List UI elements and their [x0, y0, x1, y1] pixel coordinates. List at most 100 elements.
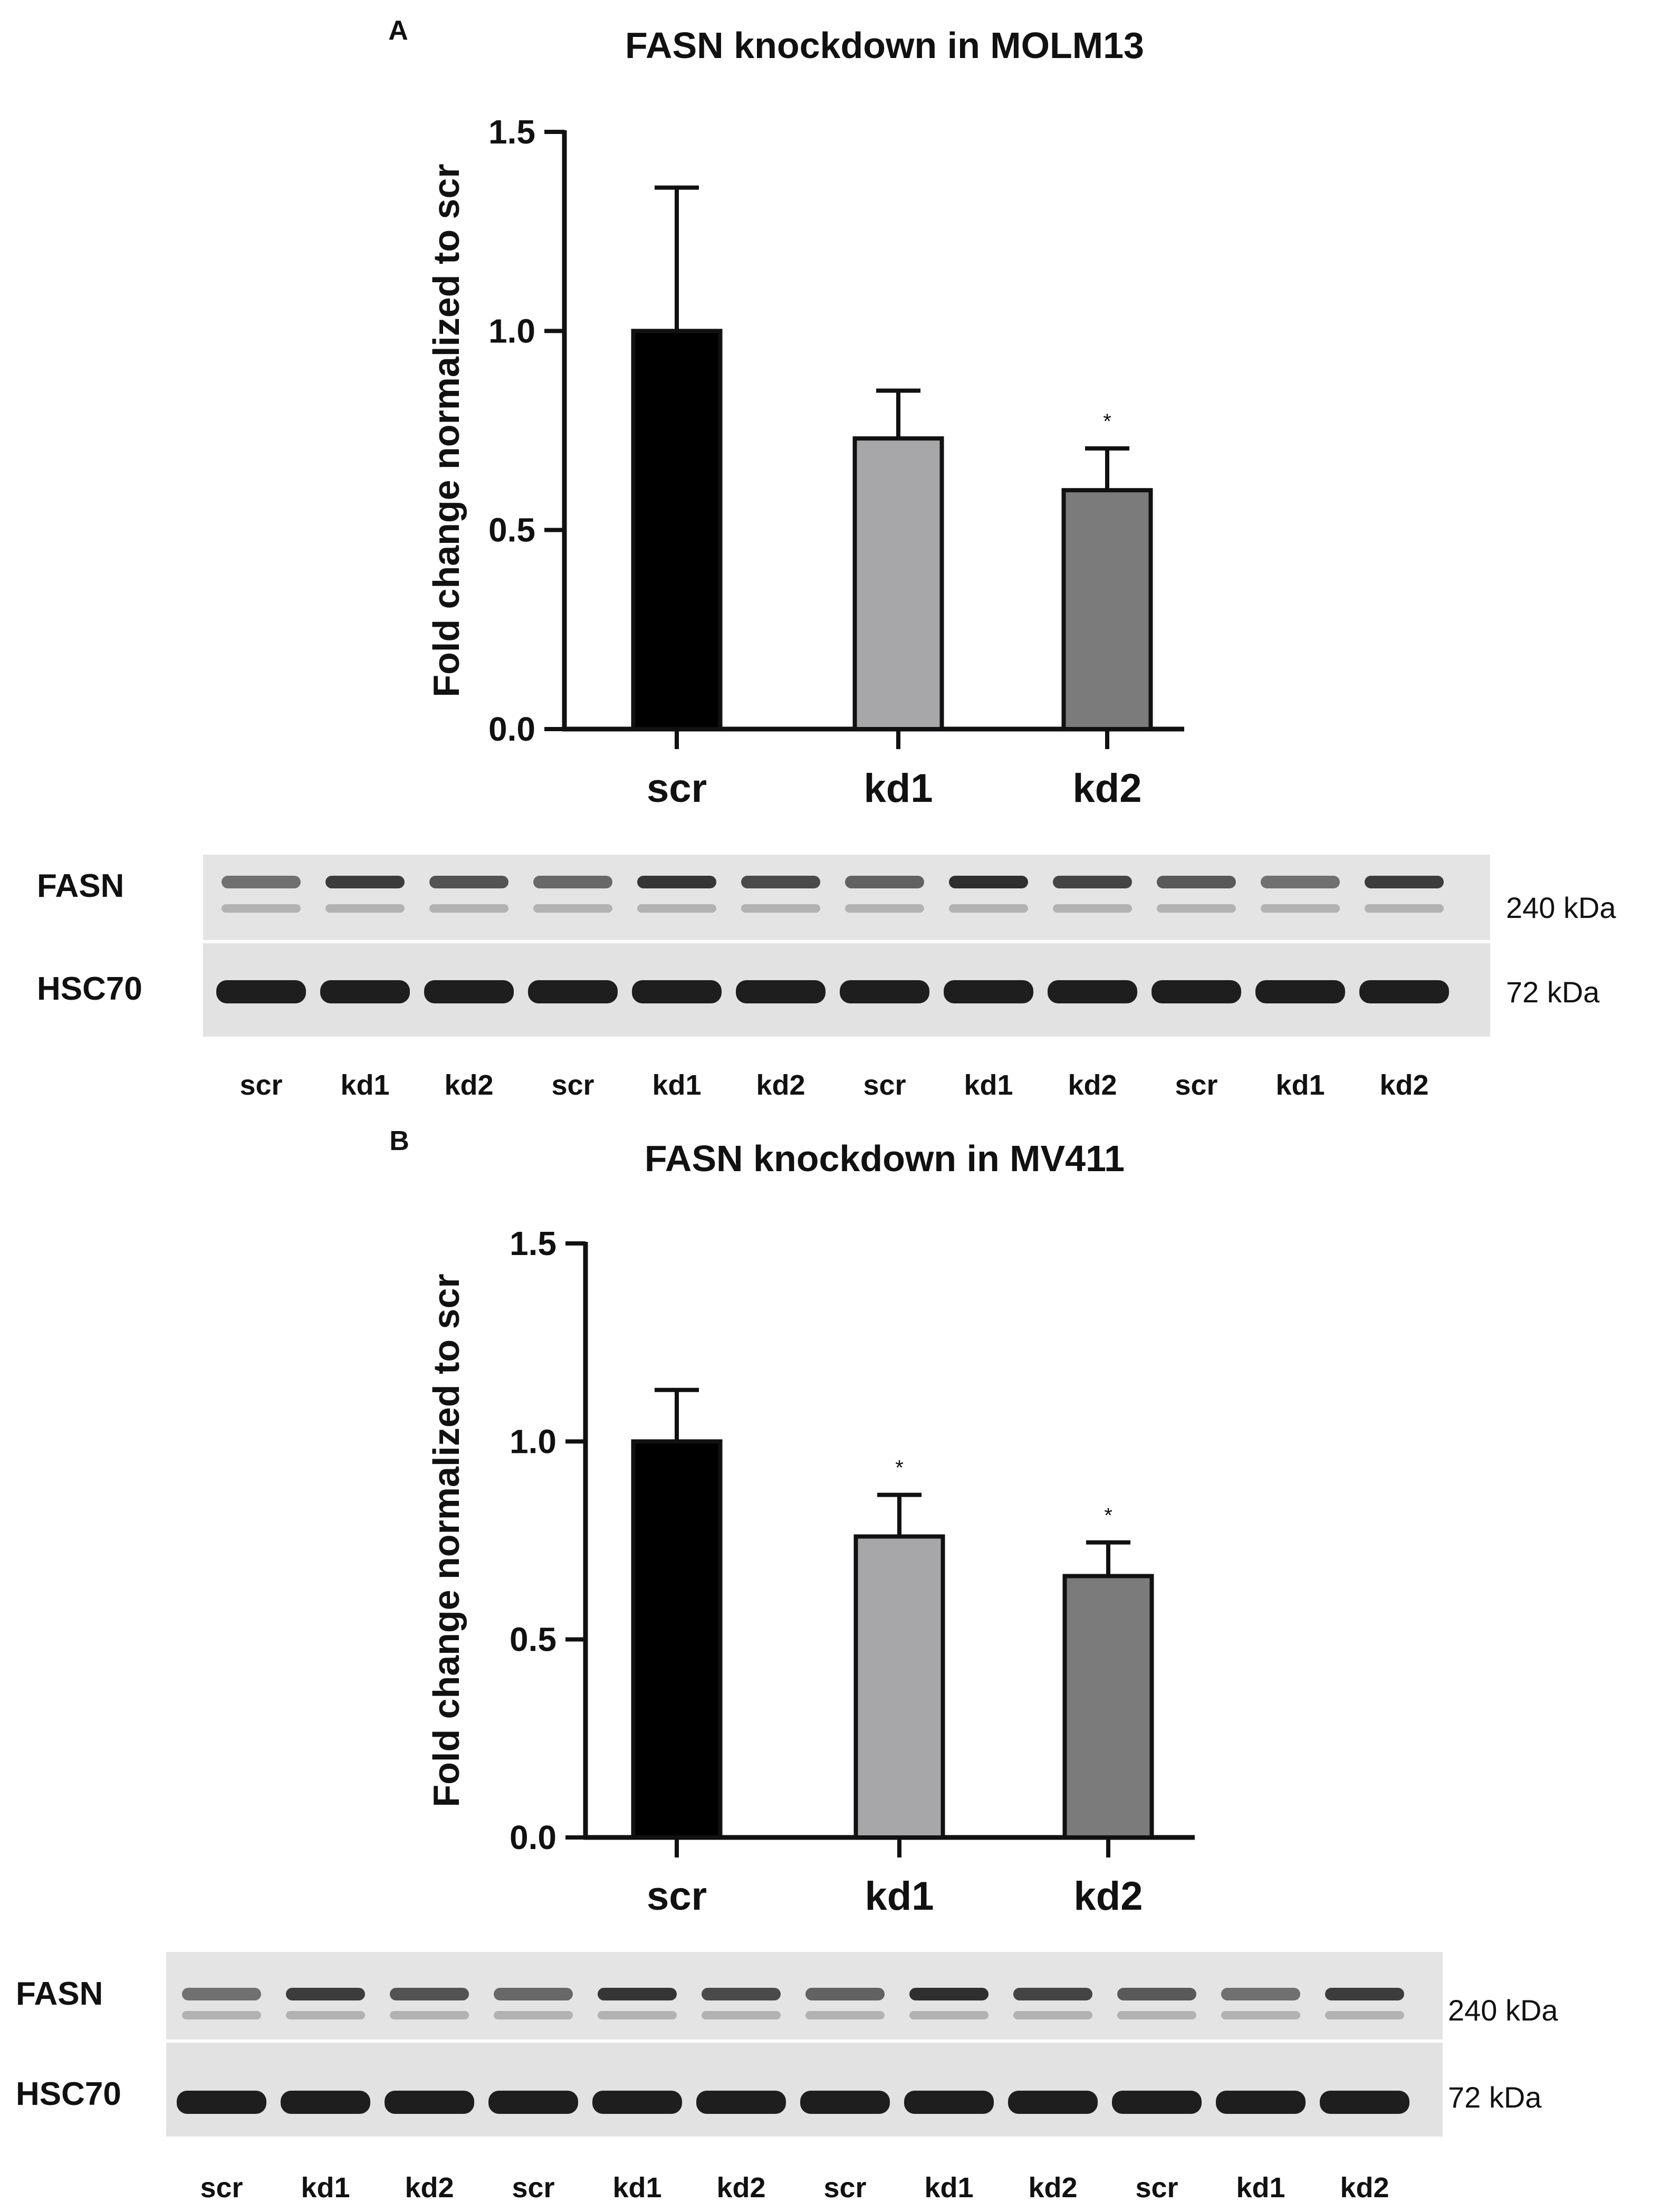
mw-label: 240 kDa: [1506, 891, 1616, 924]
fasn-band: [429, 876, 508, 888]
lane-label: kd2: [756, 1069, 805, 1101]
fasn-band: [1325, 1988, 1404, 2000]
lane-label: kd1: [612, 2172, 661, 2204]
lane-label: scr: [239, 1069, 282, 1101]
chart-title: FASN knockdown in MV411: [645, 1138, 1125, 1179]
hsc70-band: [1048, 980, 1137, 1003]
fasn-band-faint: [1365, 904, 1444, 913]
fasn-band-faint: [949, 904, 1028, 913]
hsc70-band: [177, 2091, 266, 2114]
blot-membrane-fasn: [203, 855, 1490, 940]
x-tick-label: kd2: [1074, 1874, 1143, 1919]
fasn-band-faint: [1221, 2011, 1300, 2019]
hsc70-band: [1112, 2091, 1202, 2114]
protein-label: HSC70: [37, 971, 142, 1007]
fasn-band-faint: [1325, 2011, 1404, 2019]
lane-label: kd1: [340, 1069, 389, 1101]
significance-mark: *: [1104, 1504, 1112, 1527]
fasn-band-faint: [598, 2011, 677, 2019]
hsc70-band: [424, 980, 514, 1003]
fasn-band-faint: [637, 904, 716, 913]
fasn-band: [390, 1988, 469, 2000]
x-tick-label: scr: [647, 1874, 707, 1919]
lane-label: kd1: [1236, 2172, 1285, 2204]
x-tick-label: kd1: [865, 1874, 934, 1919]
fasn-band-faint: [1053, 904, 1132, 913]
mw-label: 72 kDa: [1506, 975, 1600, 1009]
bar-kd2: [1062, 1574, 1154, 1840]
y-tick-label: 0.0: [488, 710, 535, 748]
lane-label: scr: [512, 2172, 554, 2204]
fasn-band-faint: [533, 904, 612, 913]
y-tick-label: 1.5: [488, 113, 535, 151]
fasn-band-faint: [805, 2011, 885, 2019]
y-tick-label: 1.0: [510, 1422, 556, 1460]
y-axis-label: Fold change normalized to scr: [426, 164, 467, 697]
lane-label: kd2: [1068, 1069, 1117, 1101]
fasn-band: [845, 876, 924, 888]
fasn-band-faint: [1157, 904, 1236, 913]
lane-label: kd1: [652, 1069, 701, 1101]
lane-label: kd2: [405, 2172, 454, 2204]
fasn-band: [1261, 876, 1340, 888]
lane-label: kd1: [301, 2172, 350, 2204]
fasn-band: [286, 1988, 365, 2000]
hsc70-band: [904, 2091, 994, 2114]
panel-a: A FASN knockdown in MOLM13 0.0 0.5 1.0 1.5 Fol…: [37, 15, 1616, 1101]
bar-kd1: [853, 1534, 945, 1840]
fasn-band-faint: [909, 2011, 989, 2019]
panel-letter: B: [389, 1126, 409, 1156]
fasn-band: [1365, 876, 1444, 888]
hsc70-band: [632, 980, 722, 1003]
lane-label: scr: [823, 2172, 866, 2204]
hsc70-band: [1359, 980, 1449, 1003]
lane-label: kd1: [1275, 1069, 1325, 1101]
panel-b: B FASN knockdown in MV411 0.0 0.5 1.0 1.5 Fold…: [16, 1126, 1558, 2204]
western-blot: scr kd1 kd2 scr kd1 kd2 scr kd1 kd2 scr kd1 kd2 FASN…: [16, 1952, 1558, 2204]
hsc70-band: [281, 2091, 370, 2114]
fasn-band-faint: [1117, 2011, 1196, 2019]
fasn-band: [1013, 1988, 1092, 2000]
fasn-band: [182, 1988, 261, 2000]
protein-label: FASN: [16, 1976, 103, 2012]
protein-label: HSC70: [16, 2076, 121, 2112]
fasn-band: [598, 1988, 677, 2000]
hsc70-band: [592, 2091, 682, 2114]
mw-label: 72 kDa: [1448, 2081, 1542, 2114]
x-tick-label: kd2: [1073, 766, 1142, 811]
fasn-band: [805, 1988, 885, 2000]
fasn-band-faint: [286, 2011, 365, 2019]
blot-membrane-hsc70: [166, 2043, 1443, 2137]
bar-scr: [631, 1439, 723, 1840]
lane-label: kd2: [1379, 1069, 1428, 1101]
hsc70-band: [944, 980, 1033, 1003]
lane-label: scr: [200, 2172, 243, 2204]
hsc70-band: [488, 2091, 578, 2114]
hsc70-band: [1255, 980, 1345, 1003]
fasn-band: [325, 876, 405, 888]
fasn-band-faint: [390, 2011, 469, 2019]
lane-label: kd1: [924, 2172, 973, 2204]
lane-label: kd1: [964, 1069, 1013, 1101]
fasn-band: [637, 876, 716, 888]
hsc70-band: [1216, 2091, 1306, 2114]
significance-mark: *: [895, 1457, 904, 1480]
fasn-band: [1117, 1988, 1196, 2000]
lane-label: kd2: [1340, 2172, 1389, 2204]
y-tick-label: 1.5: [510, 1224, 556, 1262]
hsc70-band: [528, 980, 618, 1003]
fasn-band: [533, 876, 612, 888]
bar-scr: [631, 329, 723, 731]
fasn-band: [222, 876, 301, 888]
fasn-band-faint: [845, 904, 924, 913]
fasn-band-faint: [741, 904, 820, 913]
hsc70-band: [696, 2091, 786, 2114]
bar-kd2: [1061, 488, 1153, 731]
fasn-band-faint: [1261, 904, 1340, 913]
lane-label: kd2: [444, 1069, 493, 1101]
fasn-band: [1157, 876, 1236, 888]
hsc70-band: [1152, 980, 1241, 1003]
y-tick-label: 0.0: [510, 1818, 556, 1856]
fasn-band-faint: [182, 2011, 261, 2019]
